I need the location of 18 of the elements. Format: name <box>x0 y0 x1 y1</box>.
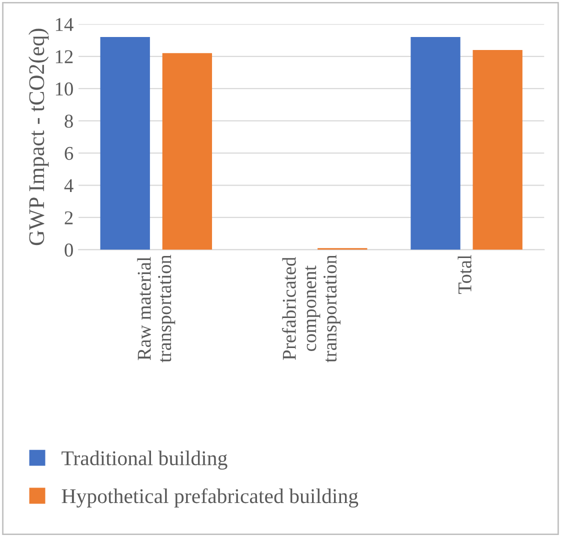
y-tick-label: 6 <box>64 146 74 160</box>
bar <box>162 53 212 250</box>
y-axis-title: GWP Impact - tCO2(eq) <box>28 28 49 246</box>
y-tick-label: 8 <box>64 114 73 128</box>
y-tick-label: 2 <box>64 211 73 224</box>
y-tick-label: 10 <box>56 82 73 96</box>
x-tick-label: Total <box>458 254 472 294</box>
y-tick-label: 14 <box>56 18 74 31</box>
x-tick-label: Raw material transportation <box>137 254 176 362</box>
y-tick-label: 0 <box>64 244 73 257</box>
legend-label: Hypothetical prefabricated building <box>62 488 358 508</box>
x-tick-label: Prefabricated component transportation <box>282 254 341 362</box>
y-tick-label: 4 <box>64 179 74 192</box>
legend-label: Traditional building <box>62 450 228 470</box>
bar <box>472 50 522 250</box>
bar <box>410 37 460 250</box>
bar <box>100 37 150 250</box>
y-tick-label: 12 <box>56 50 73 64</box>
